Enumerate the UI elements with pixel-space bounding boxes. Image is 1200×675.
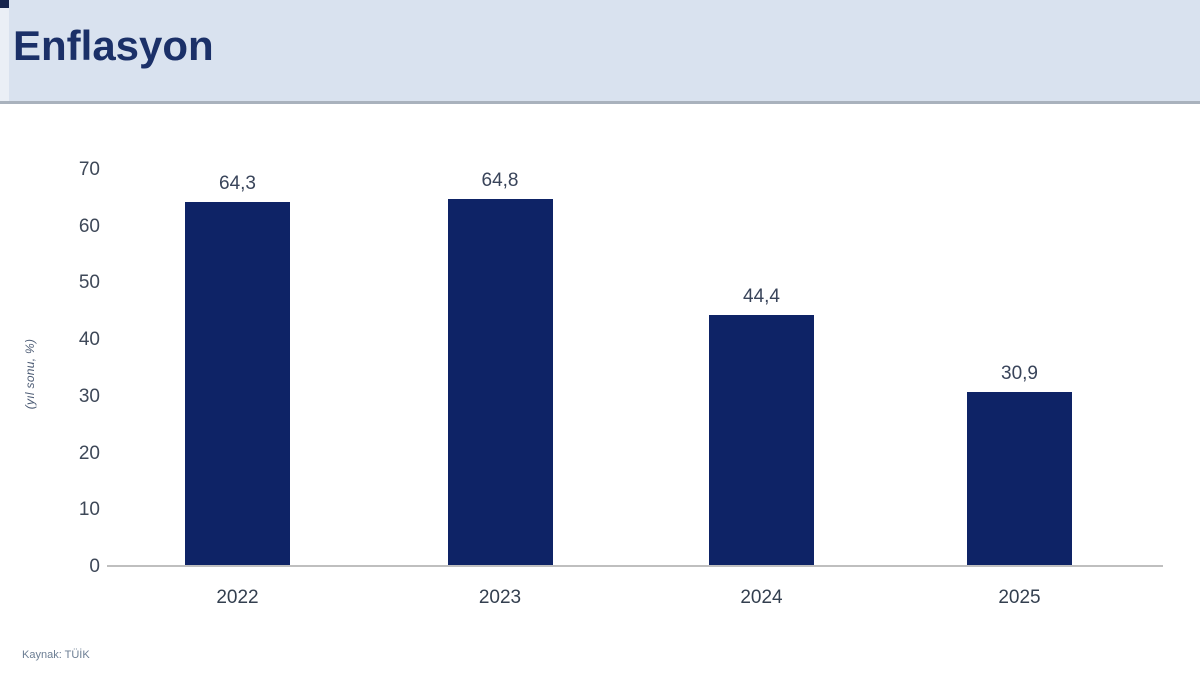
x-label-2022: 2022 (216, 587, 259, 608)
y-tick-40: 40 (78, 329, 100, 351)
header: Enflasyon (0, 0, 1200, 104)
header-edge-strip (0, 0, 9, 101)
corner-mark (0, 0, 9, 8)
page-title: Enflasyon (13, 22, 214, 69)
x-label-2025: 2025 (998, 587, 1041, 608)
y-tick-20: 20 (78, 442, 100, 464)
bar-2023 (447, 199, 553, 567)
bar-value-2024: 44,4 (743, 286, 780, 308)
bar-value-2022: 64,3 (219, 173, 256, 195)
y-tick-30: 30 (78, 385, 100, 407)
y-tick-0: 0 (89, 556, 100, 577)
y-tick-50: 50 (78, 272, 100, 294)
y-tick-60: 60 (78, 215, 100, 237)
x-label-2023: 2023 (478, 587, 522, 608)
bar-2022 (185, 202, 290, 567)
bar-2024 (709, 315, 814, 567)
x-label-2024: 2024 (740, 587, 783, 608)
bar-value-2023: 64,8 (481, 170, 519, 192)
y-tick-10: 10 (78, 499, 100, 521)
source-note: Kaynak: TÜİK (22, 649, 90, 661)
x-axis-line (107, 565, 1163, 567)
bar-value-2025: 30,9 (1001, 362, 1038, 384)
y-axis-label: (yıl sonu, %) (23, 338, 37, 410)
bar-2025 (967, 391, 1072, 567)
y-tick-70: 70 (78, 159, 100, 180)
